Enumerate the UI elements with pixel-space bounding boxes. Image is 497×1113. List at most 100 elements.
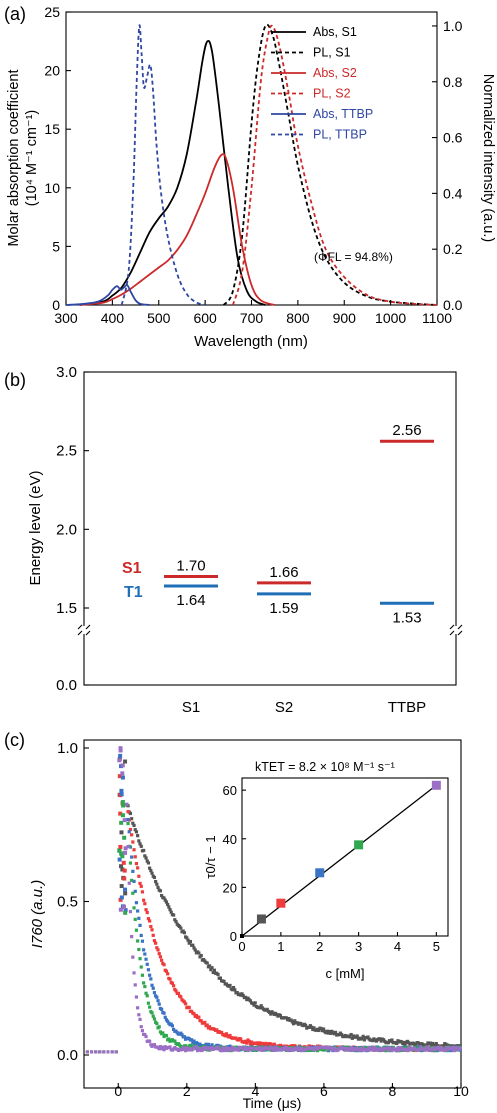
c-decay-point	[126, 809, 130, 814]
c-decay-point	[199, 1019, 203, 1023]
c-decay-point	[209, 1047, 213, 1052]
a-xtick-label: 400	[101, 310, 125, 326]
c-decay-point	[151, 986, 155, 990]
c-decay-point	[150, 983, 154, 987]
c-decay-point	[439, 1045, 443, 1050]
a-ytick-right-label: 0.4	[443, 185, 463, 201]
inset-ytick-label: 20	[223, 880, 237, 895]
c-decay-point	[290, 1044, 294, 1048]
c-decay-point	[255, 1041, 260, 1045]
c-decay-point	[417, 1047, 422, 1051]
c-decay-point	[179, 926, 183, 930]
c-decay-point	[360, 1036, 364, 1041]
panel-a-xlabel: Wavelength (nm)	[194, 333, 308, 350]
c-decay-point	[194, 1045, 199, 1049]
c-decay-point	[272, 1042, 276, 1046]
c-decay-point	[208, 964, 212, 968]
c-decay-point	[136, 866, 140, 870]
c-decay-point	[342, 1046, 346, 1051]
c-decay-point	[321, 1048, 326, 1052]
c-xtick-label: 6	[320, 1083, 328, 1099]
inset-xtick-label: 5	[433, 939, 440, 954]
c-decay-point	[167, 905, 171, 909]
inset-point	[240, 934, 244, 938]
panel-a-legend-note: (ΦFL = 94.8%)	[314, 250, 393, 264]
c-decay-point	[126, 844, 130, 849]
b-category-label: TTBP	[388, 699, 426, 716]
inset-xtick-label: 2	[316, 939, 323, 954]
c-decay-point	[131, 955, 135, 959]
c-decay-point	[187, 1005, 191, 1010]
c-decay-point	[168, 977, 172, 981]
panel-c: (c) 0 2 4 6 8 100.00.51.0 Time (μs) I760 (a.u…	[4, 730, 469, 1111]
c-decay-point	[243, 1039, 248, 1043]
c-decay-point	[170, 981, 175, 985]
c-decay-point	[371, 1039, 375, 1043]
a-ytick-left-label: 0	[52, 297, 60, 313]
b-ytick-label: 2.5	[56, 443, 77, 460]
c-decay-point	[140, 973, 145, 977]
c-decay-point	[441, 1044, 446, 1048]
c-decay-point	[143, 1032, 147, 1037]
c-xtick-label: 4	[251, 1083, 259, 1099]
c-decay-point	[134, 830, 139, 834]
c-decay-point	[119, 864, 124, 869]
c-decay-point	[161, 1045, 165, 1049]
c-decay-point	[152, 875, 157, 880]
c-decay-point	[120, 854, 125, 859]
c-decay-point	[181, 1045, 185, 1049]
c-decay-point	[178, 924, 182, 928]
c-decay-point	[152, 939, 157, 943]
c-decay-point	[122, 868, 127, 873]
inset-point	[315, 868, 325, 878]
c-decay-point	[203, 1020, 207, 1024]
c-decay-point	[458, 1046, 462, 1050]
c-decay-point	[123, 908, 128, 913]
c-decay-point	[106, 1050, 110, 1054]
c-decay-point	[455, 1045, 459, 1050]
c-decay-point	[194, 1013, 199, 1018]
c-decay-point	[284, 1016, 288, 1020]
c-decay-point	[425, 1043, 429, 1047]
a-curve-abs-s2	[79, 153, 275, 306]
c-decay-point	[144, 856, 148, 860]
c-decay-point	[258, 1006, 262, 1010]
c-decay-point	[350, 1036, 354, 1040]
c-decay-point	[172, 913, 176, 917]
c-decay-point	[355, 1034, 359, 1038]
c-decay-point	[148, 1039, 152, 1043]
c-decay-point	[336, 1048, 340, 1052]
c-decay-point	[146, 968, 151, 972]
a-legend-label: Abs, S2	[313, 66, 357, 80]
c-decay-point	[446, 1043, 450, 1048]
c-decay-point	[131, 891, 135, 895]
c-decay-point	[120, 771, 125, 776]
panel-b-level-singlet: S1	[122, 560, 142, 577]
a-ytick-left-label: 20	[44, 63, 60, 79]
a-ytick-left-label: 15	[44, 121, 60, 137]
c-decay-point	[134, 861, 139, 866]
c-decay-point	[197, 951, 201, 955]
c-decay-point	[267, 1047, 272, 1051]
c-decay-point	[386, 1048, 390, 1052]
c-decay-point	[452, 1048, 456, 1053]
a-xtick-label: 500	[147, 310, 171, 326]
c-decay-point	[139, 844, 143, 848]
c-decay-point	[119, 830, 124, 835]
c-decay-point	[162, 1011, 166, 1015]
c-decay-point	[146, 861, 151, 865]
panel-b-frame	[83, 371, 457, 686]
c-decay-point	[210, 966, 214, 970]
c-decay-point	[348, 1048, 352, 1052]
c-decay-point	[143, 984, 147, 989]
b-level-label-triplet: 1.59	[269, 600, 298, 617]
c-decay-point	[208, 1046, 212, 1050]
c-decay-point	[143, 952, 147, 956]
c-decay-point	[228, 983, 232, 988]
panel-c-decays	[85, 746, 462, 1054]
c-decay-point	[94, 1050, 98, 1054]
c-decay-point	[120, 763, 125, 768]
c-decay-point	[164, 900, 169, 904]
b-ytick-label: 2.0	[56, 521, 77, 538]
a-ytick-left-label: 25	[44, 4, 60, 20]
